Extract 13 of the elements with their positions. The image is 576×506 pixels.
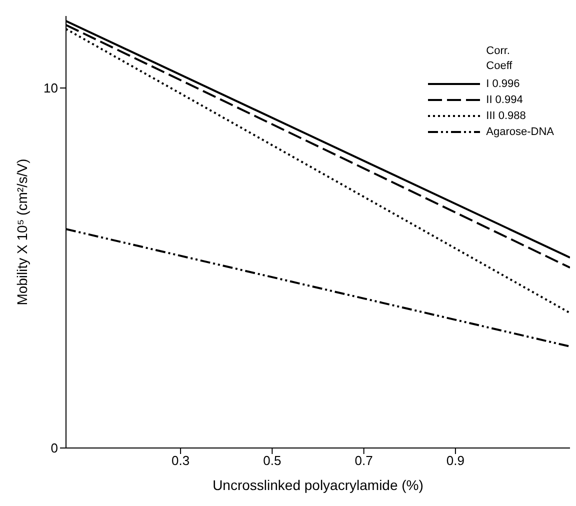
x-tick-label: 0.7 xyxy=(354,453,373,468)
y-tick-label: 0 xyxy=(50,440,58,456)
x-tick-label: 0.5 xyxy=(263,453,282,468)
x-tick-label: 0.3 xyxy=(172,453,190,468)
y-axis-title: Mobility X 10⁵ (cm²/s/V) xyxy=(14,158,30,306)
x-axis-title: Uncrosslinked polyacrylamide (%) xyxy=(212,477,424,493)
y-tick-label: 10 xyxy=(44,80,58,96)
x-tick-label: 0.9 xyxy=(446,453,464,468)
legend-label: I 0.996 xyxy=(486,78,520,90)
legend-label: II 0.994 xyxy=(486,94,523,106)
legend-label: III 0.988 xyxy=(486,110,526,122)
legend-label: Agarose-DNA xyxy=(486,126,554,138)
legend-title: Corr. Coeff xyxy=(486,44,514,74)
